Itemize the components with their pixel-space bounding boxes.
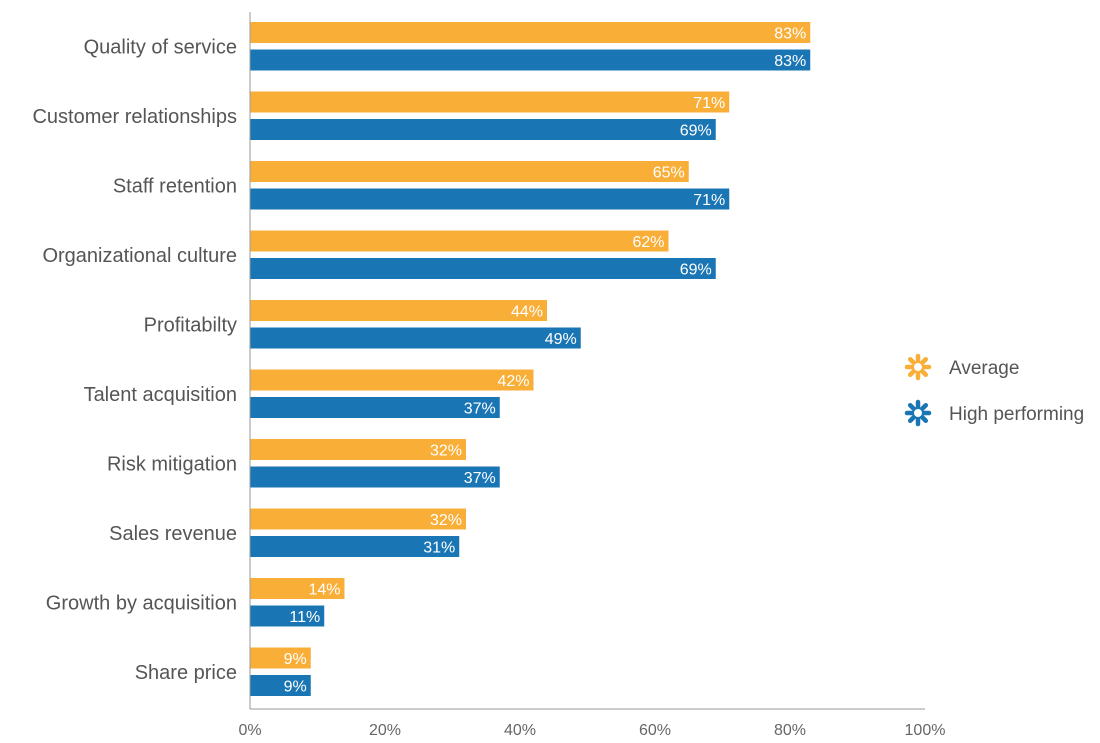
bar-value-label: 71%: [693, 95, 725, 112]
bar-value-label: 49%: [545, 331, 577, 348]
bar-average: [250, 508, 466, 530]
x-tick-label: 80%: [774, 722, 806, 739]
bar-value-label: 69%: [680, 262, 712, 279]
x-tick-label: 60%: [639, 722, 671, 739]
bar-value-label: 37%: [464, 401, 496, 418]
bar-value-label: 37%: [464, 470, 496, 487]
bar-value-label: 83%: [774, 26, 806, 43]
bar-value-label: 11%: [289, 609, 320, 626]
category-label: Organizational culture: [42, 245, 237, 267]
bars-group: 83%83%71%69%65%71%62%69%44%49%42%37%32%3…: [250, 22, 811, 696]
bar-value-label: 83%: [774, 53, 806, 70]
asterisk-icon: [904, 399, 932, 427]
bar-average: [250, 439, 466, 460]
bar-value-label: 71%: [693, 192, 725, 209]
bar-high-performing: [250, 605, 325, 627]
category-labels: Quality of service Customer relationships…: [32, 36, 237, 684]
x-tick-label: 20%: [369, 722, 401, 739]
bar-high-performing: [250, 258, 716, 279]
bar-high-performing: [250, 466, 500, 488]
category-label: Quality of service: [84, 36, 237, 58]
bar-value-label: 14%: [308, 582, 340, 599]
legend-label: High performing: [949, 404, 1084, 425]
bar-high-performing: [250, 119, 716, 140]
bar-value-label: 65%: [653, 165, 685, 182]
asterisk-icon: [904, 353, 932, 381]
bar-value-label: 69%: [680, 123, 712, 140]
bar-value-label: 9%: [284, 651, 307, 668]
bar-value-label: 44%: [511, 304, 543, 321]
bar-average: [250, 22, 811, 43]
category-label: Share price: [135, 662, 237, 684]
legend: Average High performing: [904, 353, 1084, 427]
bar-average: [250, 161, 689, 182]
bar-value-label: 42%: [497, 373, 529, 390]
x-axis-ticks: 0% 20% 40% 60% 80% 100%: [238, 722, 945, 739]
category-label: Staff retention: [113, 175, 237, 197]
legend-label: Average: [949, 358, 1019, 379]
bar-average: [250, 369, 534, 391]
bar-average: [250, 230, 669, 252]
category-label: Risk mitigation: [107, 453, 237, 475]
x-tick-label: 40%: [504, 722, 536, 739]
bar-average: [250, 647, 311, 669]
bar-high-performing: [250, 675, 311, 696]
bar-high-performing: [250, 49, 811, 71]
x-tick-label: 0%: [238, 722, 261, 739]
bar-high-performing: [250, 536, 460, 557]
category-label: Profitabilty: [144, 314, 237, 336]
bar-high-performing: [250, 327, 581, 349]
category-label: Growth by acquisition: [46, 592, 237, 614]
bar-average: [250, 300, 547, 321]
bar-value-label: 32%: [430, 512, 462, 529]
bar-value-label: 31%: [423, 540, 455, 557]
bar-high-performing: [250, 188, 730, 210]
bar-high-performing: [250, 397, 500, 418]
category-label: Sales revenue: [109, 523, 237, 545]
bar-value-label: 62%: [632, 234, 664, 251]
bar-average: [250, 578, 345, 599]
bar-value-label: 32%: [430, 443, 462, 460]
category-label: Customer relationships: [32, 106, 237, 128]
bar-value-label: 9%: [284, 679, 307, 696]
category-label: Talent acquisition: [84, 384, 237, 406]
bar-average: [250, 91, 730, 113]
x-tick-label: 100%: [905, 722, 946, 739]
